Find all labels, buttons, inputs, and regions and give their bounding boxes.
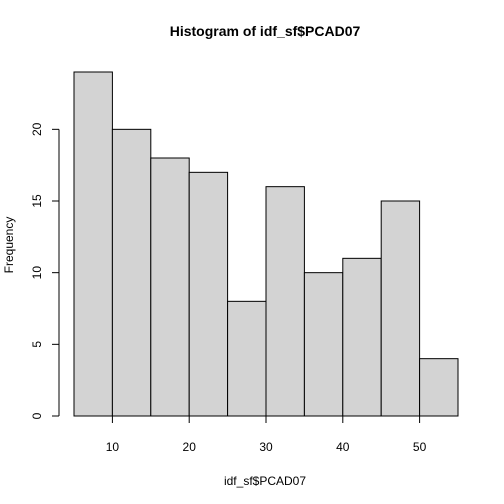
bars-group [73, 71, 459, 417]
histogram-bar-8 [342, 257, 382, 417]
histogram-bar-9 [380, 200, 421, 417]
y-tick-label: 10 [30, 266, 44, 280]
y-tick-label: 5 [30, 341, 44, 348]
x-tick-label: 20 [183, 440, 197, 454]
chart-title: Histogram of idf_sf$PCAD07 [170, 23, 361, 39]
y-axis-label: Frequency [2, 217, 16, 274]
x-tick-label: 50 [413, 440, 427, 454]
x-axis-label: idf_sf$PCAD07 [224, 474, 306, 488]
histogram-bar-1 [73, 71, 113, 417]
y-tick-label: 20 [30, 122, 44, 136]
x-tick-label: 40 [336, 440, 350, 454]
x-tick-label: 30 [259, 440, 273, 454]
x-axis: 10 20 30 40 50 [106, 415, 427, 454]
x-tick-label: 10 [106, 440, 120, 454]
histogram-bar-5 [227, 300, 267, 417]
histogram-bar-4 [188, 171, 229, 417]
y-axis: 0 5 10 15 20 [30, 122, 60, 419]
y-tick-label: 15 [30, 194, 44, 208]
histogram-bar-3 [150, 157, 190, 417]
histogram-bar-10 [419, 358, 459, 417]
histogram-bar-7 [303, 272, 344, 417]
y-tick-label: 0 [30, 412, 44, 419]
histogram-bar-2 [111, 128, 152, 417]
histogram-bar-6 [265, 186, 305, 417]
